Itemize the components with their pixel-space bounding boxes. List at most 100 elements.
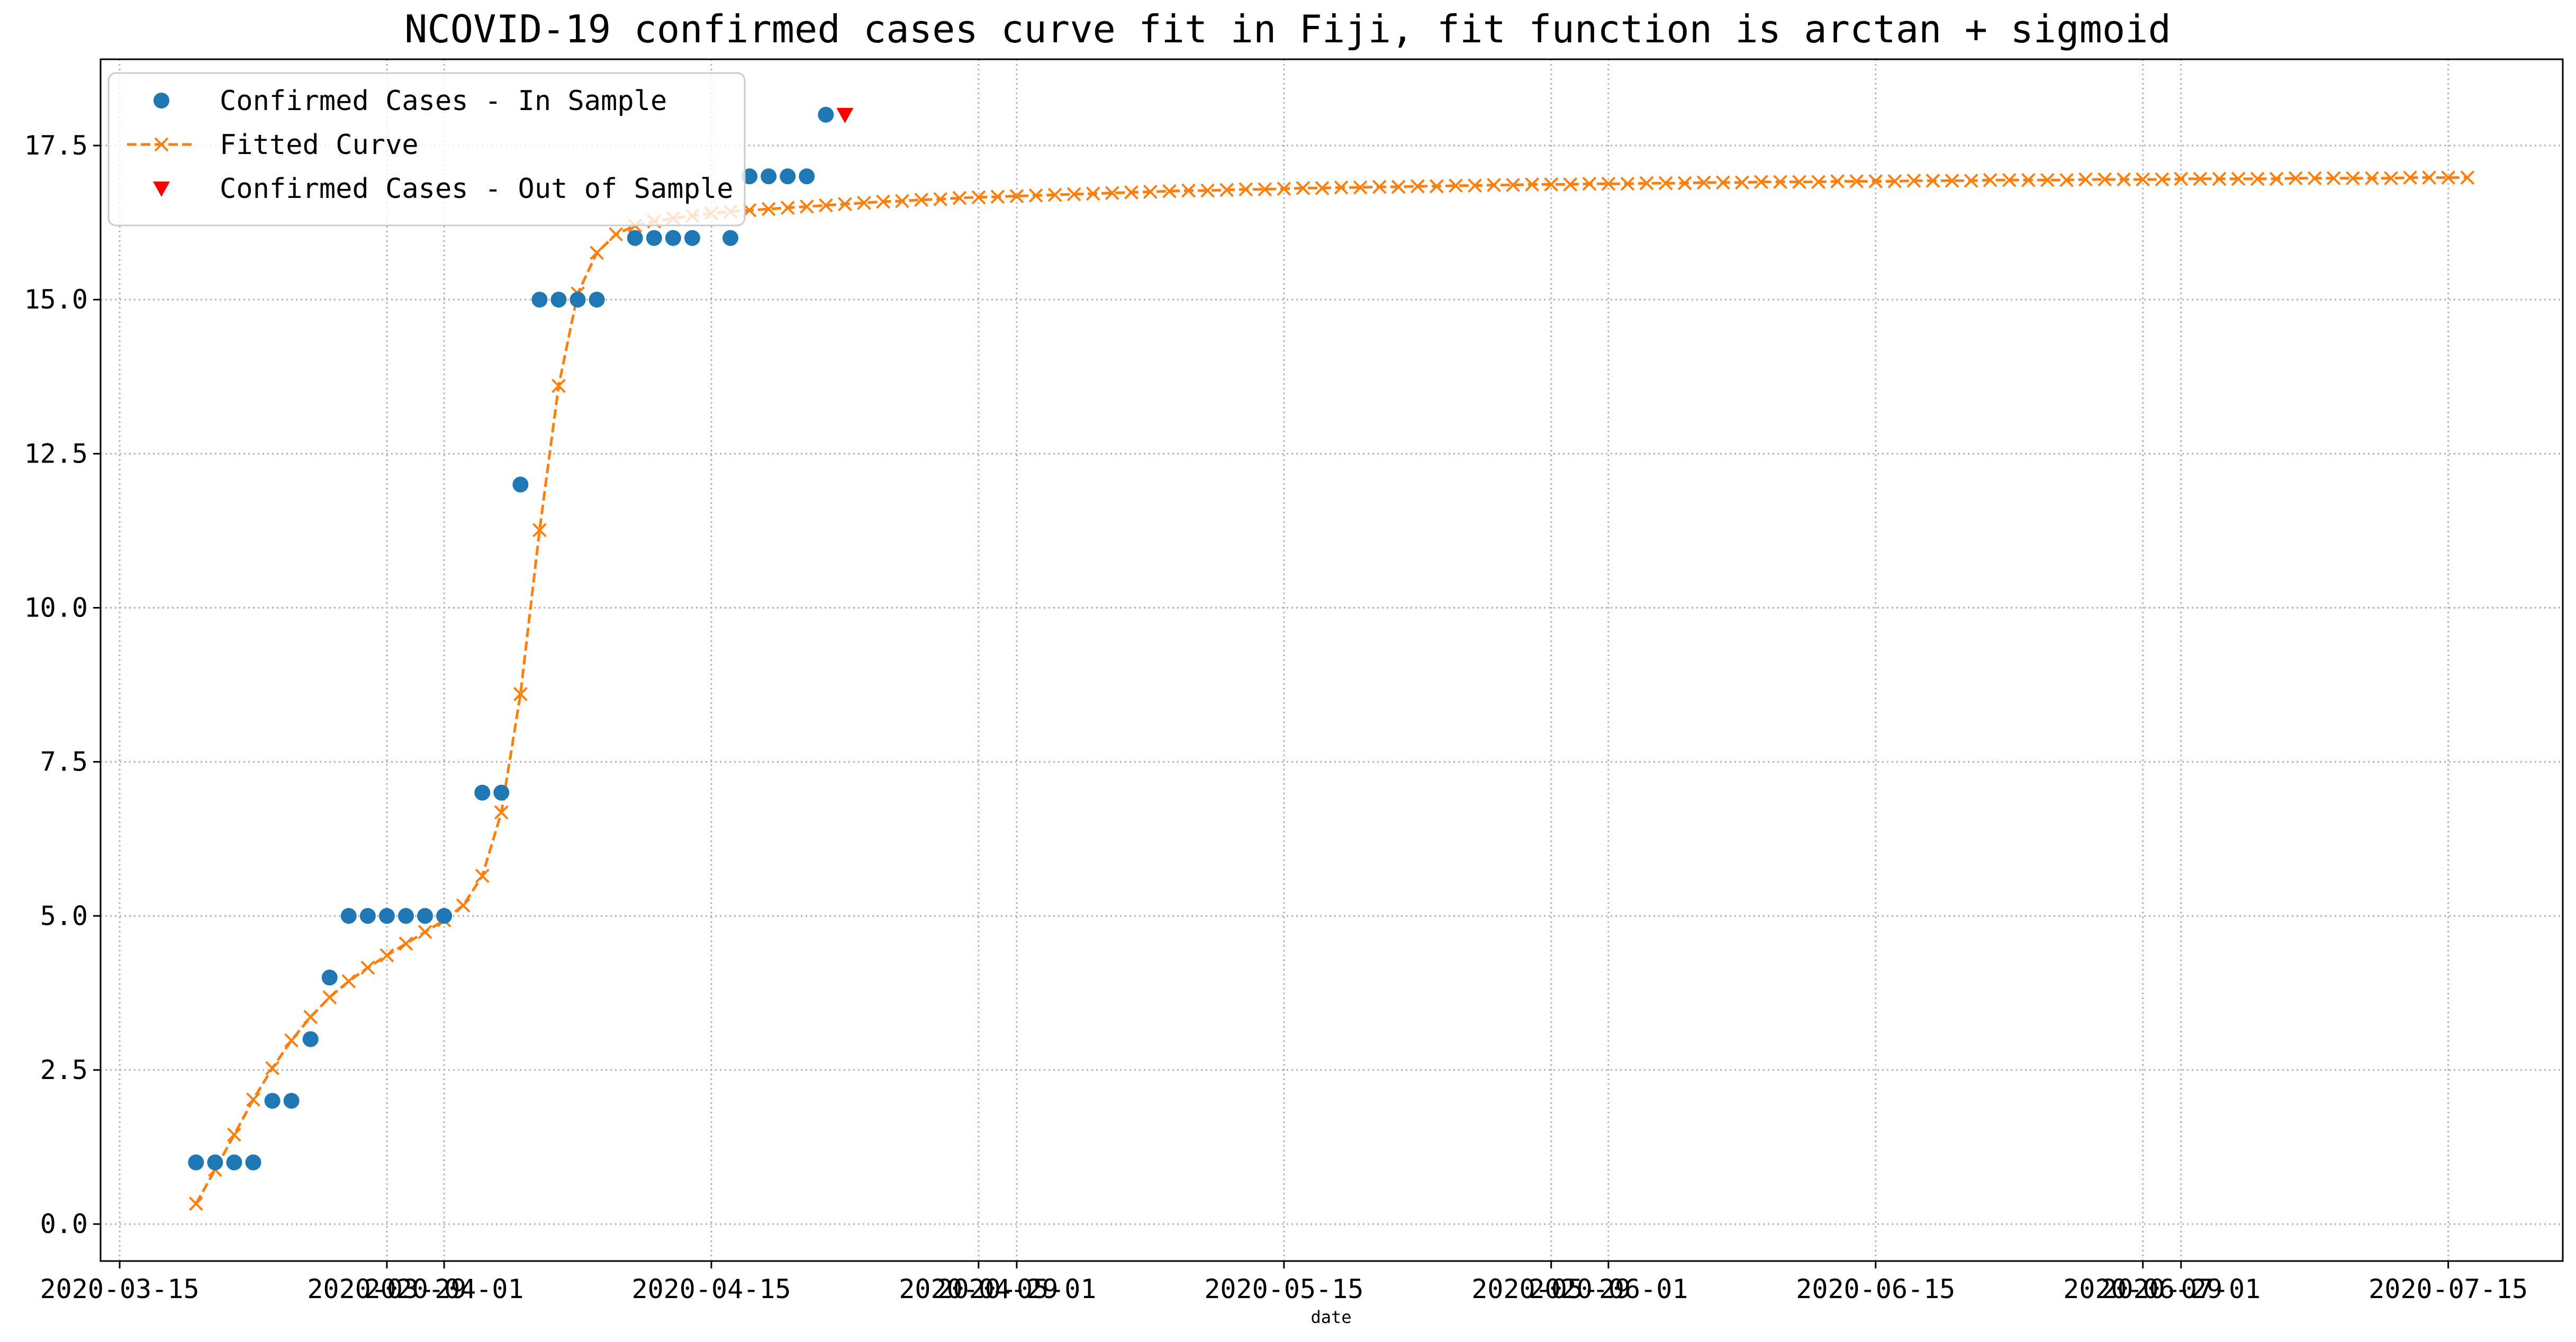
fitted-curve-marker	[609, 227, 623, 242]
in-sample-point	[570, 292, 586, 308]
fitted-curve-marker	[2155, 172, 2170, 187]
gridlines	[101, 59, 2563, 1261]
fitted-curve-marker	[1792, 175, 1806, 189]
legend-box	[107, 72, 746, 226]
fitted-curve-marker	[2422, 170, 2436, 185]
fitted-curve-marker	[990, 189, 1005, 204]
fitted-curve-marker	[341, 974, 356, 989]
fitted-curve-marker	[1258, 182, 1272, 197]
fitted-curve-marker	[532, 523, 547, 538]
in-sample-point	[302, 1031, 319, 1047]
fitted-curve-marker	[1658, 176, 1673, 191]
fitted-curve-marker	[895, 194, 910, 208]
in-sample-point	[627, 230, 643, 246]
fitted-curve-marker	[379, 948, 394, 963]
fitted-curve-marker	[265, 1061, 279, 1075]
fitted-curve-marker	[1887, 174, 1902, 189]
fitted-curve-marker	[1086, 186, 1100, 201]
y-tick-label: 2.5	[40, 1055, 88, 1085]
fitted-curve-marker	[1334, 180, 1349, 195]
fitted-curve-marker	[780, 201, 795, 215]
in-sample-point	[550, 292, 567, 308]
fitted-curve-marker	[933, 192, 948, 206]
fitted-curve-marker	[227, 1127, 241, 1142]
fitted-curve-marker	[2460, 170, 2475, 185]
in-sample-point	[264, 1093, 281, 1109]
fitted-curve-marker	[2078, 172, 2093, 187]
fitted-curve-marker	[2441, 170, 2456, 185]
fitted-curve-marker	[1468, 178, 1482, 193]
fitted-curve-marker	[1525, 177, 1540, 192]
fitted-curve-marker	[1181, 183, 1196, 198]
fitted-curve-marker	[1544, 177, 1559, 192]
fitted-curve-marker	[838, 197, 852, 212]
x-tick-label: 2020-06-15	[1796, 1274, 1955, 1304]
fitted-curve-marker	[2136, 172, 2150, 187]
fitted-curve-marker	[360, 960, 375, 975]
fitted-curve-marker	[2307, 171, 2322, 186]
fitted-curve-marker	[1143, 184, 1158, 199]
fitted-curve-marker	[1200, 183, 1215, 198]
x-tick-label: 2020-03-29	[307, 1274, 466, 1304]
fitted-curve-marker	[2403, 170, 2417, 185]
fitted-curve-marker	[1028, 188, 1043, 203]
fitted-curve-marker	[418, 924, 432, 939]
plot-area	[188, 106, 2475, 1211]
fitted-curve-marker	[303, 1010, 318, 1024]
fitted-curve-marker	[952, 191, 967, 205]
fitted-curve-marker	[2250, 171, 2265, 186]
y-tick-label: 17.5	[24, 130, 88, 161]
fitted-curve-marker	[2384, 171, 2398, 186]
fitted-curve-marker	[322, 990, 337, 1004]
fitted-curve-marker	[2345, 171, 2360, 186]
fitted-curve-marker	[1811, 175, 1825, 189]
fitted-curve-marker	[1677, 176, 1692, 191]
x-tick-label: 2020-04-29	[899, 1274, 1058, 1304]
fitted-curve-marker	[2098, 172, 2112, 187]
in-sample-point	[188, 1154, 204, 1171]
in-sample-point	[512, 476, 529, 493]
fitted-curve-marker	[513, 687, 528, 701]
x-axis-label: date	[1310, 1307, 1351, 1327]
fitted-curve-marker	[1849, 174, 1864, 189]
legend-label: Confirmed Cases - Out of Sample	[220, 173, 734, 205]
fitted-curve-marker	[284, 1033, 299, 1048]
fitted-curve-marker	[1391, 179, 1406, 194]
fitted-curve-marker	[1620, 176, 1635, 191]
legend-marker-fitted-x	[154, 137, 169, 152]
x-tick-label: 2020-04-15	[631, 1274, 791, 1304]
fitted-curve-marker	[2364, 171, 2379, 186]
in-sample-point	[722, 230, 739, 246]
in-sample-point	[493, 784, 510, 801]
fitted-curve-marker	[1906, 174, 1921, 188]
fitted-curve-marker	[188, 1196, 203, 1211]
fitted-curve-marker	[1448, 178, 1463, 193]
fitted-curve-marker	[1353, 180, 1368, 195]
in-sample-point	[818, 106, 834, 123]
fitted-curve-marker	[590, 246, 604, 260]
fitted-curve-marker	[2288, 171, 2303, 186]
fitted-curve-marker	[1926, 174, 1940, 188]
fitted-curve-marker	[1773, 175, 1787, 189]
in-sample-point	[283, 1093, 300, 1109]
fitted-curve-marker	[2269, 171, 2284, 186]
in-sample-point	[665, 230, 681, 246]
fitted-curve-marker	[1983, 173, 1997, 187]
in-sample-point	[397, 908, 414, 924]
fitted-curve-marker	[246, 1092, 260, 1107]
fitted-curve-marker	[1239, 182, 1253, 197]
plot-frame	[100, 58, 2564, 1262]
fitted-curve-marker	[1563, 177, 1578, 192]
y-tick-label: 15.0	[24, 284, 88, 315]
fitted-curve-marker	[456, 898, 471, 913]
in-sample-point	[417, 908, 433, 924]
y-tick-label: 10.0	[24, 593, 88, 623]
in-sample-point	[780, 168, 796, 185]
fitted-curve-marker	[761, 202, 776, 216]
fitted-curve-marker	[2040, 173, 2055, 187]
fitted-curve-marker	[1715, 175, 1730, 190]
fitted-curve-marker	[1487, 178, 1501, 192]
fitted-curve-marker	[1219, 183, 1234, 197]
legend: Confirmed Cases - In Sample Fitted Curve C…	[107, 72, 746, 226]
fitted-curve-marker	[1047, 187, 1062, 202]
